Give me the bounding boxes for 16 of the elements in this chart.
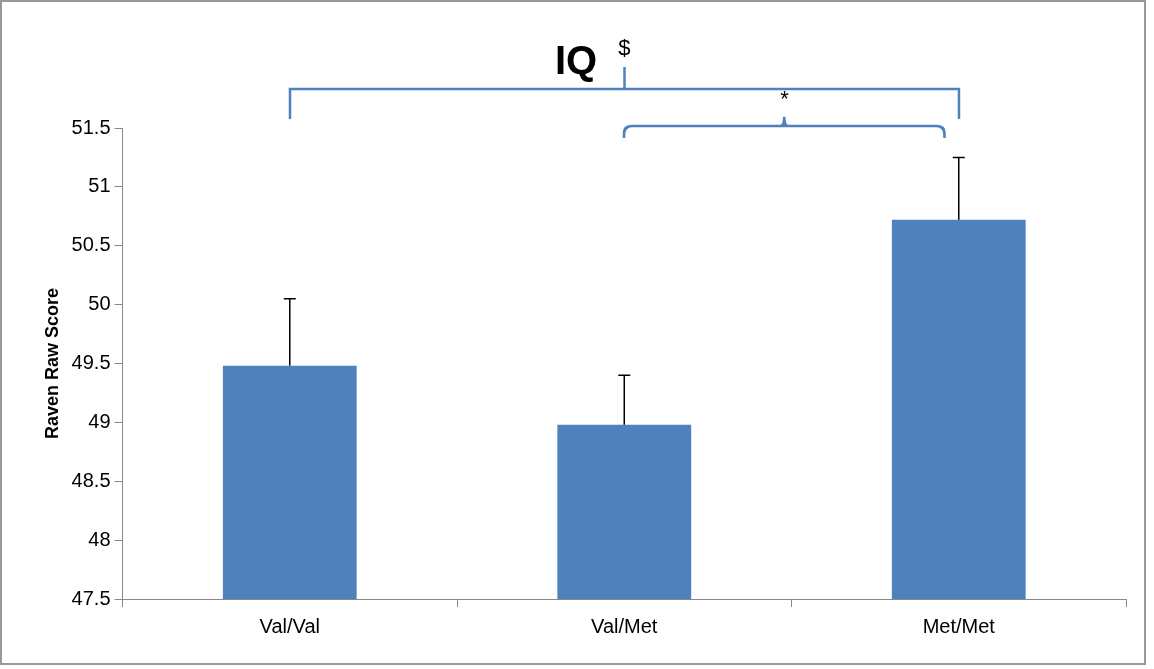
y-tick-label: 49 bbox=[88, 409, 111, 432]
y-tick-label: 51.5 bbox=[71, 115, 111, 138]
y-tick-label: 47.5 bbox=[71, 586, 111, 609]
x-tick-label: Met/Met bbox=[922, 614, 996, 637]
y-axis-title: Raven Raw Score bbox=[41, 287, 62, 440]
y-tick-label: 48.5 bbox=[71, 468, 111, 491]
text: $ bbox=[617, 35, 632, 61]
y-tick-label: 50 bbox=[88, 292, 111, 315]
y-tick-label: 48 bbox=[88, 527, 111, 550]
y-tick-label: 49.5 bbox=[71, 351, 111, 374]
chart-title: IQ bbox=[555, 38, 598, 83]
x-tick-label: Val/Met bbox=[591, 614, 658, 637]
x-tick-label: Val/Val bbox=[259, 614, 320, 637]
y-tick-label: 51 bbox=[88, 174, 111, 197]
text: * bbox=[779, 86, 790, 112]
y-tick-label: 50.5 bbox=[71, 233, 111, 256]
